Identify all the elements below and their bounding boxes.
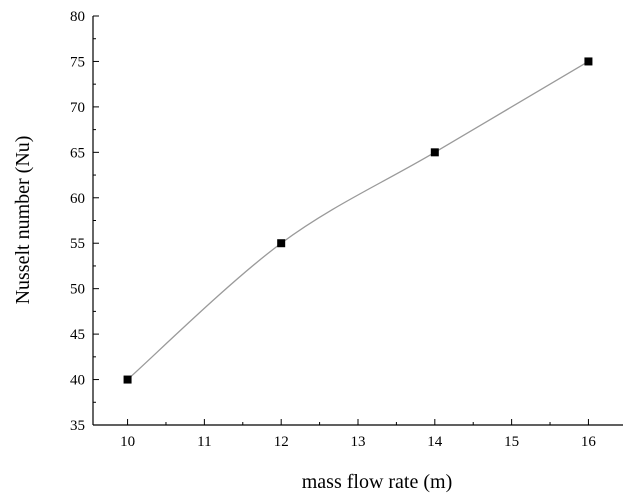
data-point-marker bbox=[584, 57, 593, 66]
x-tick-label: 11 bbox=[197, 434, 211, 450]
x-tick-label: 13 bbox=[351, 434, 366, 450]
data-point-marker bbox=[430, 148, 439, 157]
y-axis: 35 40 45 50 55 60 65 70 75 80 bbox=[70, 9, 99, 434]
x-axis-title: mass flow rate (m) bbox=[302, 471, 453, 493]
y-tick-label: 50 bbox=[70, 282, 85, 298]
x-tick-label: 10 bbox=[120, 434, 135, 450]
plot-frame bbox=[92, 16, 623, 426]
series-line bbox=[127, 60, 589, 381]
y-tick-label: 55 bbox=[70, 236, 85, 252]
x-axis: 10 11 12 13 14 15 16 bbox=[120, 419, 596, 450]
y-tick-label: 80 bbox=[70, 9, 85, 25]
y-tick-label: 70 bbox=[70, 100, 85, 116]
x-tick-label: 14 bbox=[427, 434, 443, 450]
x-tick-label: 16 bbox=[581, 434, 597, 450]
series-layer bbox=[123, 57, 593, 384]
y-tick-label: 75 bbox=[70, 54, 85, 70]
y-tick-label: 60 bbox=[70, 191, 85, 207]
y-axis-title: Nusselt number (Nu) bbox=[12, 136, 34, 305]
data-point-marker bbox=[123, 375, 132, 384]
y-tick-label: 35 bbox=[70, 418, 85, 434]
y-tick-label: 40 bbox=[70, 373, 85, 389]
x-tick-label: 15 bbox=[504, 434, 519, 450]
data-point-marker bbox=[277, 239, 286, 248]
y-tick-label: 45 bbox=[70, 327, 85, 343]
y-tick-label: 65 bbox=[70, 145, 85, 161]
x-tick-label: 12 bbox=[274, 434, 289, 450]
